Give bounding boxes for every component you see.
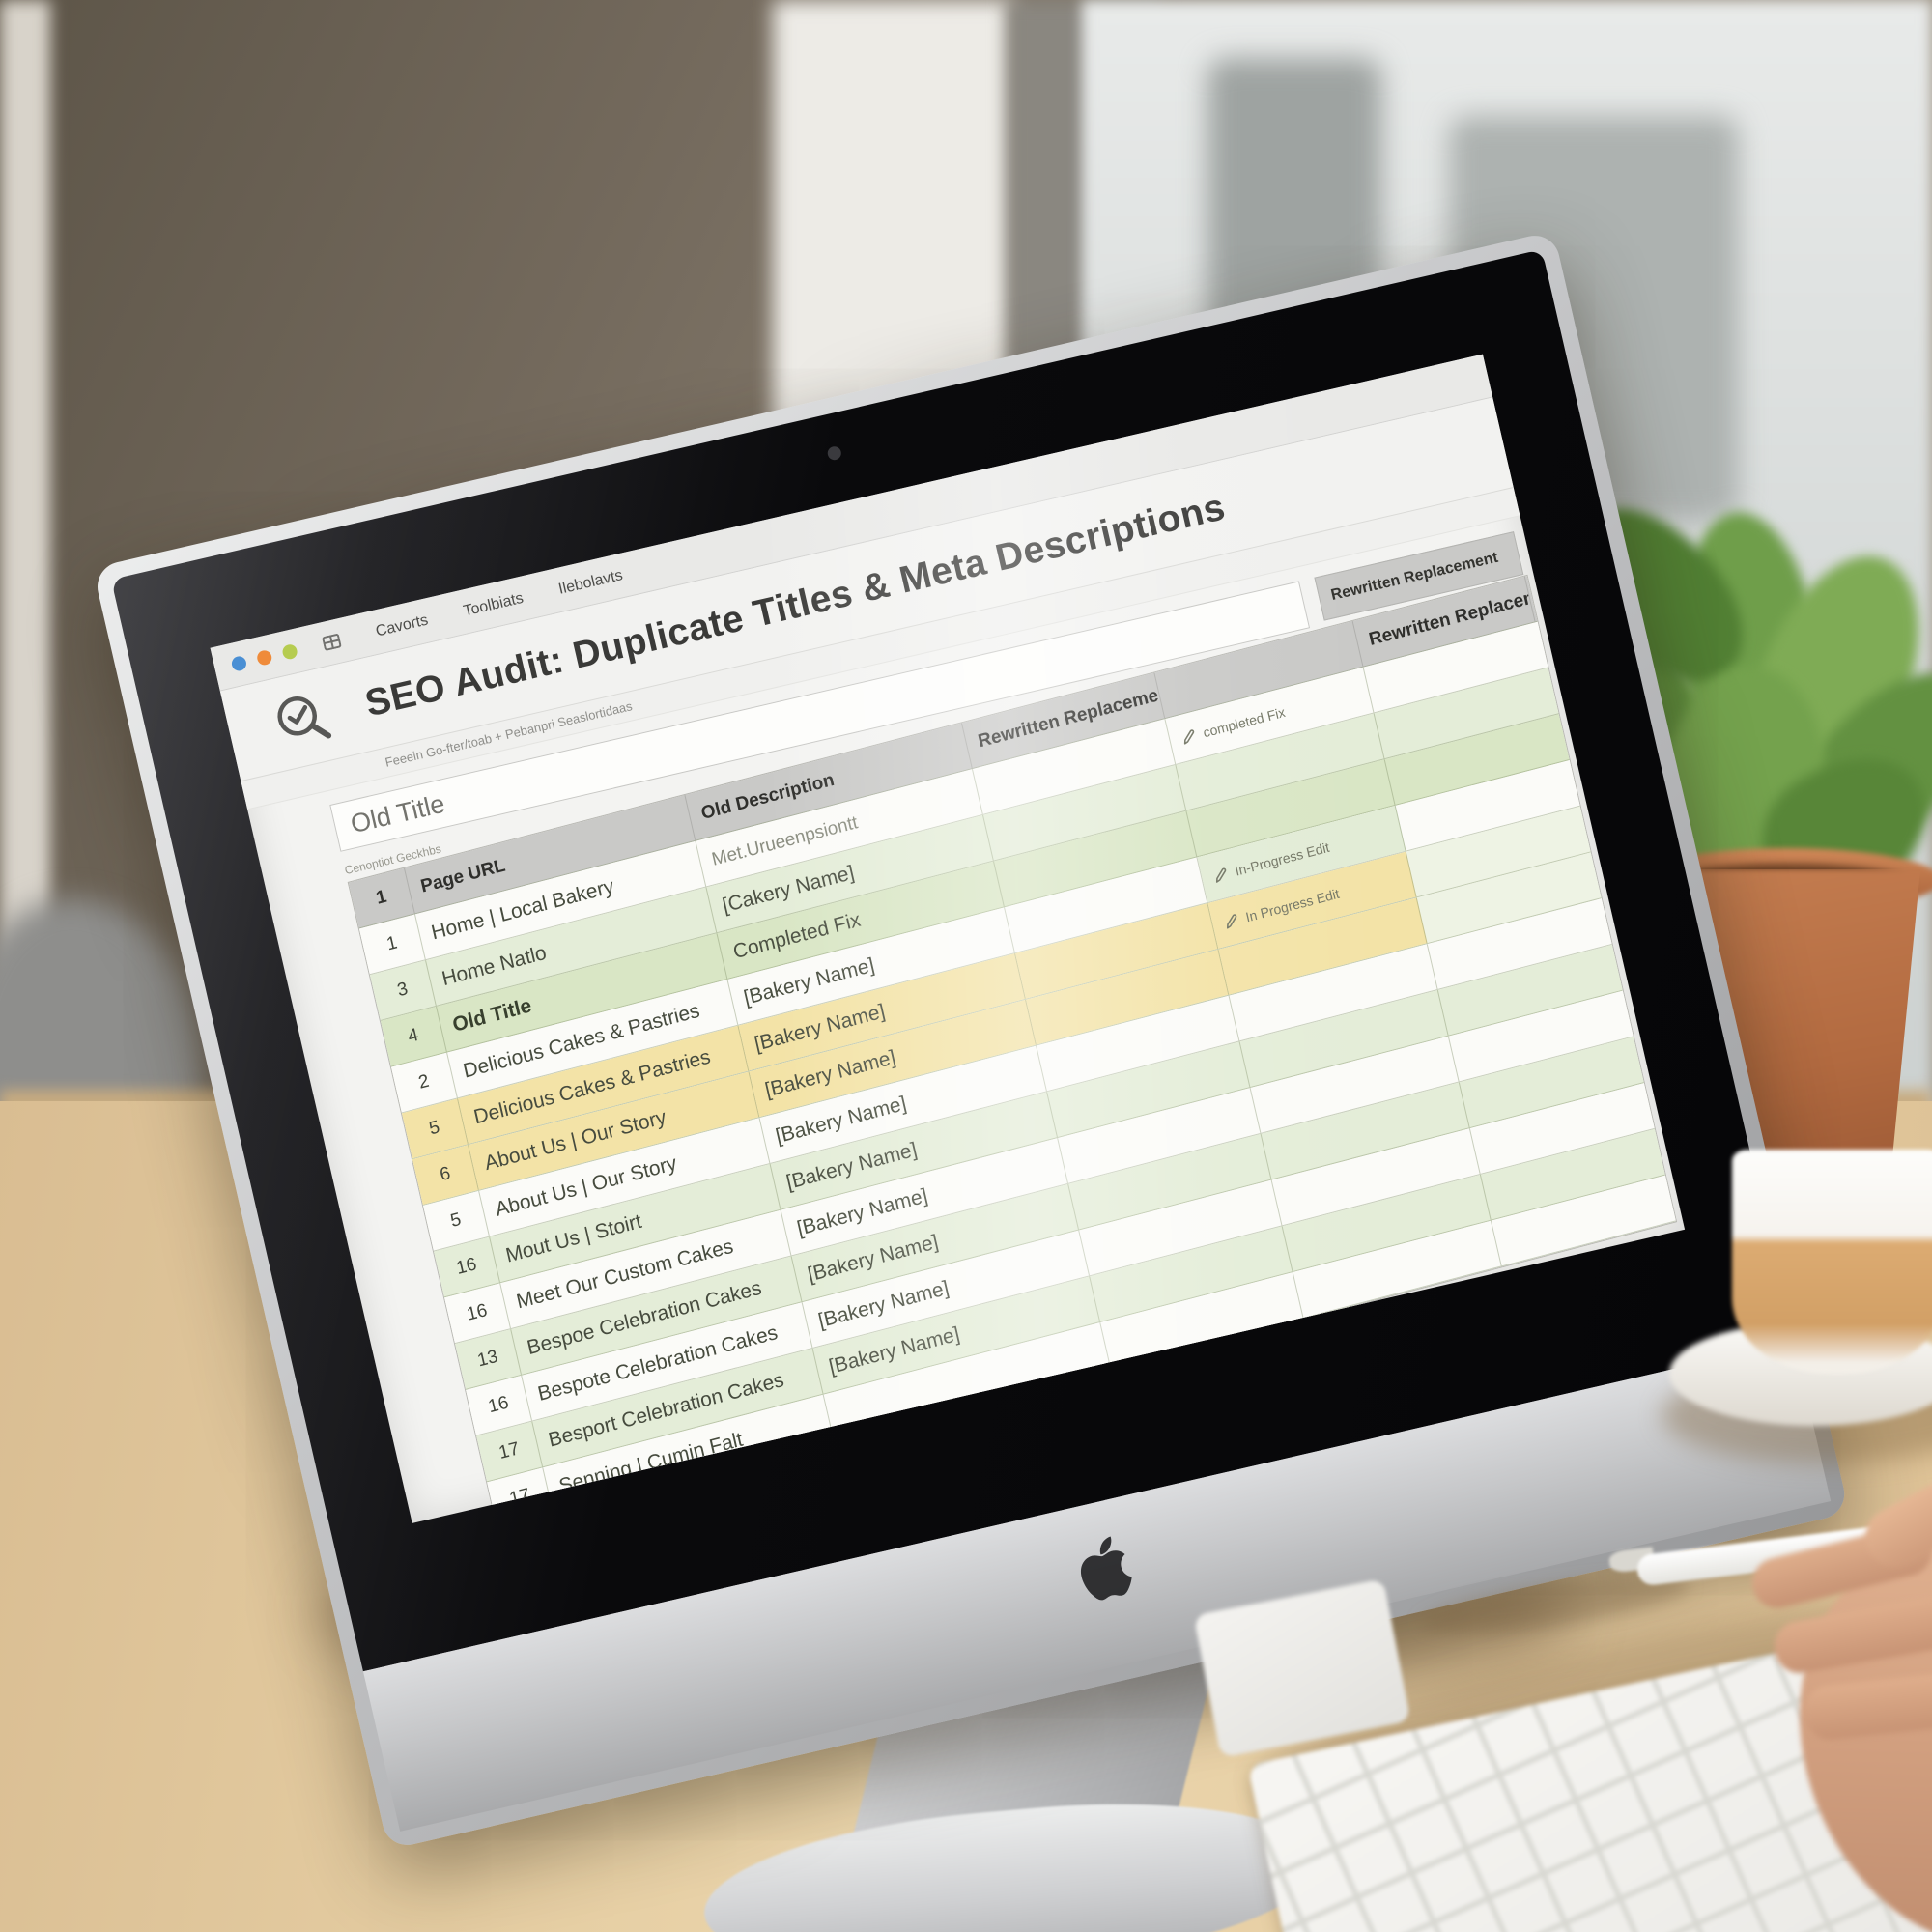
table-row: 5 Delicious Cakes & Pastries [Bakery Nam… xyxy=(401,806,1591,1160)
office-chair xyxy=(0,898,203,1217)
status-badge[interactable]: In-Progress Edit xyxy=(1212,839,1331,885)
printer-icon xyxy=(322,634,342,651)
window-light-left xyxy=(0,0,50,1208)
spreadsheet: 1 Page URL Old Description Rewritten Rep… xyxy=(347,574,1678,1523)
status-cell[interactable]: In Progress Edit xyxy=(1208,851,1417,949)
menu-item[interactable]: Ilebolavts xyxy=(556,566,625,598)
header: SEO Audit: Duplicate Titles & Meta Descr… xyxy=(219,397,1514,782)
imac-chin xyxy=(362,1341,1832,1832)
imac-monitor: Cavorts Toolbiats Ilebolavts SEO Audit: … xyxy=(92,230,1850,1851)
camera-icon xyxy=(826,444,843,462)
pencil-icon xyxy=(1226,913,1237,929)
status-badge[interactable]: completed Fix xyxy=(1180,704,1287,746)
table-row: 1 Home | Local Bakery Met.Urueenpsiontt … xyxy=(358,621,1548,976)
menu-item[interactable]: Toolbiats xyxy=(461,589,526,620)
status-badge[interactable]: In Progress Edit xyxy=(1223,886,1341,931)
close-button[interactable] xyxy=(230,654,248,672)
magnifier-check-icon xyxy=(277,696,331,739)
sheet-body: 1 Home | Local Bakery Met.Urueenpsiontt … xyxy=(358,621,1676,1523)
table-row: 2 Delicious Cakes & Pastries [Bakery Nam… xyxy=(390,759,1580,1114)
pencil-icon xyxy=(1215,867,1227,883)
apple-logo-icon xyxy=(1080,1536,1132,1601)
window-chrome: Cavorts Toolbiats Ilebolavts xyxy=(210,354,1493,692)
pencil-icon xyxy=(1183,728,1195,745)
zoom-button[interactable] xyxy=(281,642,299,661)
screen: Cavorts Toolbiats Ilebolavts SEO Audit: … xyxy=(210,354,1686,1523)
menu-item[interactable]: Cavorts xyxy=(374,611,430,639)
sheet-area: Rewritten Replacement Cenoptiot Geckhbs … xyxy=(247,516,1685,1523)
minimize-button[interactable] xyxy=(255,648,273,667)
status-cell[interactable]: completed Fix xyxy=(1165,667,1375,764)
status-cell[interactable]: In-Progress Edit xyxy=(1197,805,1406,903)
coffee-surface xyxy=(1745,1146,1930,1202)
coffee-cup xyxy=(1732,1150,1932,1374)
